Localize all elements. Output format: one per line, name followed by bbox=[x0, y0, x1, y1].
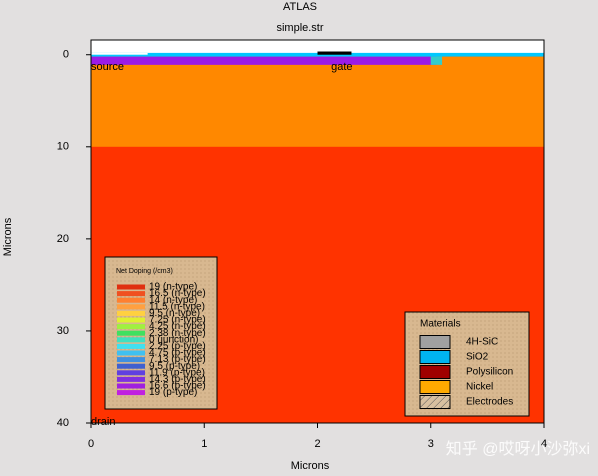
material-swatch bbox=[419, 365, 451, 379]
material-swatch bbox=[419, 350, 451, 364]
x-tick-label: 1 bbox=[201, 438, 207, 450]
doping-legend-label: 11.5 (n-type) bbox=[149, 301, 205, 312]
y-tick-label: 0 bbox=[63, 49, 69, 61]
materials-legend-title: Materials bbox=[420, 319, 461, 330]
x-tick-label: 0 bbox=[88, 438, 94, 450]
region bbox=[91, 56, 544, 147]
y-axis-label: Microns bbox=[2, 217, 14, 256]
doping-swatch bbox=[117, 310, 145, 316]
doping-legend-label: 14 (n-type) bbox=[149, 295, 197, 306]
electrode-label: gate bbox=[331, 61, 352, 73]
y-tick-label: 30 bbox=[57, 325, 69, 337]
doping-swatch bbox=[117, 297, 145, 303]
doping-legend-title: Net Doping (/cm3) bbox=[116, 268, 173, 275]
doping-legend-label: 19 (p-type) bbox=[149, 387, 197, 398]
doping-legend-label: 7.13 (p-type) bbox=[149, 354, 206, 365]
doping-legend-label: 16.5 (n-type) bbox=[149, 288, 206, 299]
doping-swatch bbox=[117, 317, 145, 323]
doping-legend-label: 4.25 (n-type) bbox=[149, 321, 206, 332]
chart-title: ATLAS bbox=[283, 1, 317, 13]
doping-legend-label: 9.5 (p-type) bbox=[149, 361, 200, 372]
electrode-label: drain bbox=[91, 416, 115, 428]
chart-subtitle: simple.str bbox=[276, 22, 323, 34]
y-tick-label: 10 bbox=[57, 141, 69, 153]
materials-legend-label: 4H-SiC bbox=[466, 337, 498, 348]
doping-legend-label: 9.5 (n-type) bbox=[149, 308, 200, 319]
x-tick-label: 4 bbox=[541, 438, 547, 450]
doping-swatch bbox=[117, 343, 145, 349]
doping-legend-label: 19 (n-type) bbox=[149, 282, 197, 293]
doping-swatch bbox=[117, 304, 145, 310]
doping-legend-label: 4.75 (p-type) bbox=[149, 348, 206, 359]
doping-swatch bbox=[117, 363, 145, 369]
region bbox=[91, 52, 148, 55]
electrode-label: source bbox=[91, 61, 124, 73]
doping-swatch bbox=[117, 370, 145, 376]
watermark: 知乎 @哎呀小沙弥xi bbox=[446, 440, 590, 458]
y-tick-label: 20 bbox=[57, 233, 69, 245]
doping-swatch bbox=[117, 376, 145, 382]
doping-swatch bbox=[117, 291, 145, 297]
region bbox=[91, 56, 437, 65]
doping-swatch bbox=[117, 383, 145, 389]
doping-swatch bbox=[117, 284, 145, 290]
doping-swatch bbox=[117, 350, 145, 356]
doping-legend-label: 2.38 (n-type) bbox=[149, 328, 206, 339]
doping-swatch bbox=[117, 390, 145, 396]
x-tick-label: 2 bbox=[314, 438, 320, 450]
doping-legend-label: 0 (junction) bbox=[149, 334, 198, 345]
materials-legend-label: Polysilicon bbox=[466, 367, 513, 378]
region bbox=[430, 56, 443, 65]
materials-legend-label: Electrodes bbox=[466, 397, 513, 408]
doping-swatch bbox=[117, 357, 145, 363]
doping-legend-label: 16.6 (p-type) bbox=[149, 381, 206, 392]
material-swatch bbox=[419, 335, 451, 349]
x-tick-label: 3 bbox=[428, 438, 434, 450]
materials-legend-label: SiO2 bbox=[466, 352, 489, 363]
doping-legend-label: 11.9 (p-type) bbox=[149, 367, 205, 378]
x-axis-label: Microns bbox=[291, 460, 330, 472]
doping-swatch bbox=[117, 324, 145, 330]
doping-legend-label: 7.25 (n-type) bbox=[149, 315, 206, 326]
region bbox=[317, 51, 352, 55]
doping-legend-label: 2.25 (p-type) bbox=[149, 341, 206, 352]
materials-legend-label: Nickel bbox=[466, 382, 493, 393]
y-tick-label: 40 bbox=[57, 417, 69, 429]
doping-legend-label: 14.3 (p-type) bbox=[149, 374, 206, 385]
material-swatch bbox=[419, 380, 451, 394]
material-swatch bbox=[419, 395, 451, 409]
doping-swatch bbox=[117, 330, 145, 336]
doping-swatch bbox=[117, 337, 145, 343]
